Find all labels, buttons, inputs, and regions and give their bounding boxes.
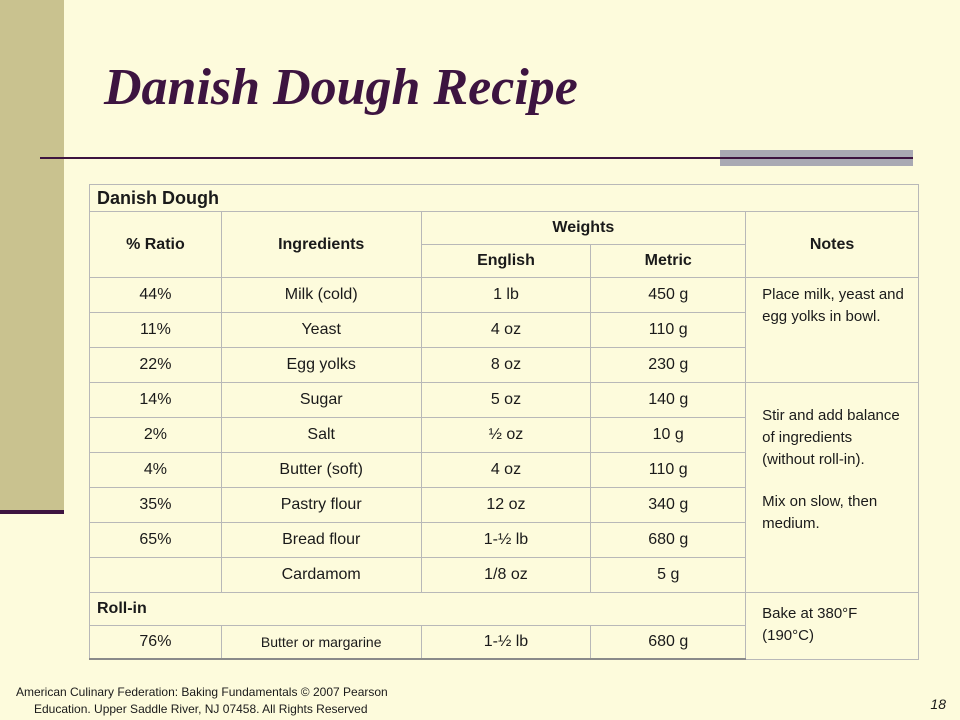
cell-ratio: 35% xyxy=(89,487,222,523)
header-metric: Metric xyxy=(590,244,747,278)
table-row: 35% Pastry flour 12 oz 340 g xyxy=(89,487,919,523)
cell-ingredient: Sugar xyxy=(220,382,422,418)
header-ratio: % Ratio xyxy=(89,211,222,278)
cell-metric: 680 g xyxy=(590,522,747,558)
table-row: 4% Butter (soft) 4 oz 110 g xyxy=(89,452,919,488)
cell-english: 1-½ lb xyxy=(420,522,592,558)
table-row: Cardamom 1/8 oz 5 g xyxy=(89,557,919,593)
table-row: 76% Butter or margarine 1-½ lb 680 g xyxy=(89,625,919,660)
cell-ratio: 22% xyxy=(89,347,222,383)
cell-ingredient: Egg yolks xyxy=(220,347,422,383)
rollin-label-row: Roll-in Bake at 380°F (190°C) xyxy=(88,592,919,660)
table-caption-row: Danish Dough xyxy=(89,184,919,212)
cell-metric: 5 g xyxy=(590,557,747,593)
copyright-credit: American Culinary Federation: Baking Fun… xyxy=(16,684,388,718)
cell-ratio: 2% xyxy=(89,417,222,453)
side-accent-rule xyxy=(0,510,64,514)
cell-metric: 230 g xyxy=(590,347,747,383)
header-notes: Notes xyxy=(745,211,919,278)
slide-title: Danish Dough Recipe xyxy=(104,59,578,116)
cell-ratio: 44% xyxy=(89,277,222,313)
note-text: Place milk, yeast and egg yolks in bowl. xyxy=(762,286,904,325)
cell-english: 5 oz xyxy=(420,382,592,418)
header-weights: Weights xyxy=(420,211,747,245)
cell-ratio: 65% xyxy=(89,522,222,558)
note-text: Bake at 380°F (190°C) xyxy=(762,605,858,644)
cell-metric: 110 g xyxy=(590,312,747,348)
cell-metric: 340 g xyxy=(590,487,747,523)
cell-ratio: 4% xyxy=(89,452,222,488)
table-row: 11% Yeast 4 oz 110 g xyxy=(89,312,919,348)
header-row: % Ratio Ingredients Weights Notes xyxy=(89,211,919,278)
rollin-label: Roll-in xyxy=(88,592,747,626)
cell-metric: 680 g xyxy=(590,625,747,660)
cell-ingredient: Yeast xyxy=(220,312,422,348)
cell-ingredient: Cardamom xyxy=(220,557,422,593)
cell-english: 1/8 oz xyxy=(420,557,592,593)
cell-english: ½ oz xyxy=(420,417,592,453)
table-row: 14% Sugar 5 oz 140 g Stir and add balanc… xyxy=(89,382,919,593)
cell-english: 4 oz xyxy=(420,452,592,488)
cell-ingredient: Butter (soft) xyxy=(220,452,422,488)
note-text: Stir and add balance of ingredients (wit… xyxy=(762,407,900,468)
cell-english: 1 lb xyxy=(420,277,592,313)
recipe-table: Danish Dough % Ratio Ingredients Weights… xyxy=(88,184,919,660)
table-row: 65% Bread flour 1-½ lb 680 g xyxy=(89,522,919,558)
side-accent-bar xyxy=(0,0,64,512)
cell-metric: 450 g xyxy=(590,277,747,313)
cell-metric: 140 g xyxy=(590,382,747,418)
cell-english: 8 oz xyxy=(420,347,592,383)
header-ingredients: Ingredients xyxy=(220,211,422,278)
note-cell-1: Place milk, yeast and egg yolks in bowl. xyxy=(745,277,919,383)
cell-english: 12 oz xyxy=(420,487,592,523)
cell-metric: 110 g xyxy=(590,452,747,488)
note-cell-2: Stir and add balance of ingredients (wit… xyxy=(745,382,919,593)
cell-ingredient: Butter or margarine xyxy=(220,625,422,660)
note-text: Mix on slow, then medium. xyxy=(762,493,878,532)
note-cell-3: Bake at 380°F (190°C) xyxy=(745,592,919,660)
title-rule xyxy=(40,157,913,159)
header-english: English xyxy=(420,244,592,278)
cell-english: 1-½ lb xyxy=(420,625,592,660)
cell-english: 4 oz xyxy=(420,312,592,348)
page-number: 18 xyxy=(930,696,946,712)
cell-ingredient: Salt xyxy=(220,417,422,453)
cell-ratio: 11% xyxy=(89,312,222,348)
credit-line: American Culinary Federation: Baking Fun… xyxy=(16,685,388,699)
subheader-row: English Metric xyxy=(90,244,919,278)
cell-metric: 10 g xyxy=(590,417,747,453)
cell-ingredient: Milk (cold) xyxy=(220,277,422,313)
credit-line: Education. Upper Saddle River, NJ 07458.… xyxy=(34,702,368,716)
table-row: 44% Milk (cold) 1 lb 450 g Place milk, y… xyxy=(89,277,919,383)
cell-ratio xyxy=(89,557,222,593)
cell-ingredient: Bread flour xyxy=(220,522,422,558)
cell-ingredient: Pastry flour xyxy=(220,487,422,523)
table-caption: Danish Dough xyxy=(89,184,919,212)
cell-ratio: 14% xyxy=(89,382,222,418)
cell-ratio: 76% xyxy=(89,625,222,660)
